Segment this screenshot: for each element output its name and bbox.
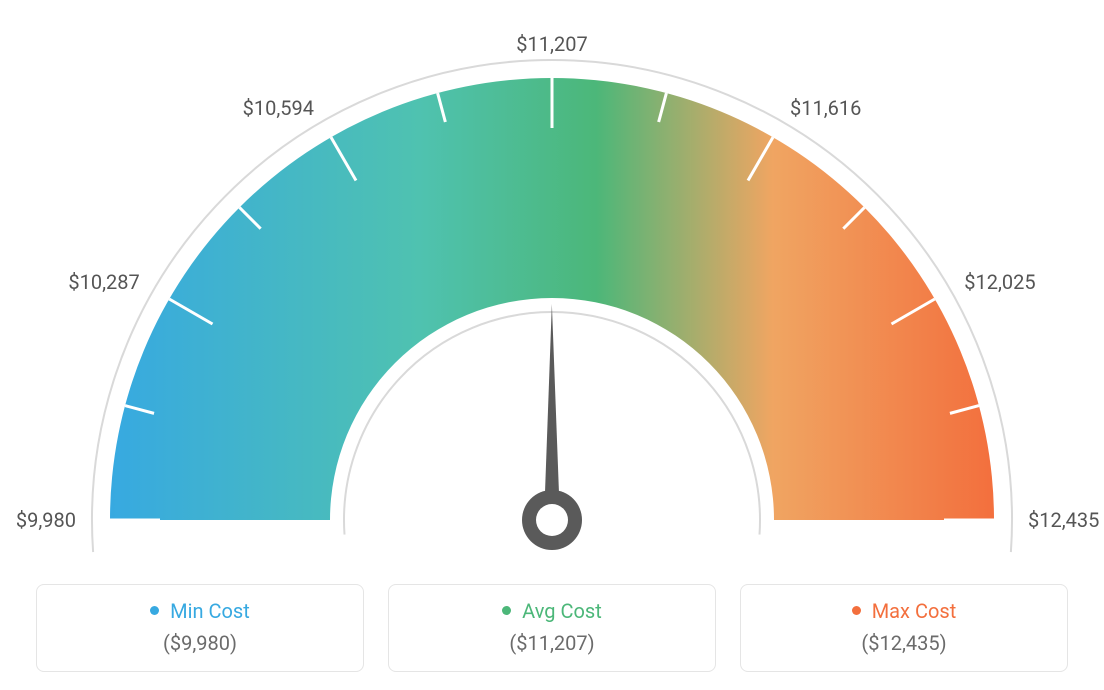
summary-card-avg: Avg Cost ($11,207) xyxy=(388,584,716,672)
dot-min xyxy=(150,606,159,615)
summary-value-max: ($12,435) xyxy=(741,631,1067,655)
summary-value-min: ($9,980) xyxy=(37,631,363,655)
summary-title-min: Min Cost xyxy=(37,599,363,623)
gauge-tick-label: $9,980 xyxy=(16,508,76,532)
dot-avg xyxy=(502,606,511,615)
gauge-tick-label: $10,287 xyxy=(68,270,139,294)
gauge-area: $9,980 $10,287 $10,594 $11,207 $11,616 $12,02… xyxy=(0,0,1104,560)
gauge-tick-label: $11,616 xyxy=(790,96,861,120)
gauge-tick-label: $10,594 xyxy=(243,96,314,120)
summary-title-min-text: Min Cost xyxy=(170,599,250,623)
summary-row: Min Cost ($9,980) Avg Cost ($11,207) Max… xyxy=(36,584,1068,672)
gauge-tick-label: $11,207 xyxy=(516,32,587,56)
summary-title-avg: Avg Cost xyxy=(389,599,715,623)
gauge-svg xyxy=(0,0,1104,560)
summary-card-max: Max Cost ($12,435) xyxy=(740,584,1068,672)
gauge-tick-label: $12,435 xyxy=(1028,508,1099,532)
summary-title-max: Max Cost xyxy=(741,599,1067,623)
summary-title-max-text: Max Cost xyxy=(872,599,957,623)
dot-max xyxy=(852,606,861,615)
summary-card-min: Min Cost ($9,980) xyxy=(36,584,364,672)
summary-value-avg: ($11,207) xyxy=(389,631,715,655)
chart-container: $9,980 $10,287 $10,594 $11,207 $11,616 $12,02… xyxy=(0,0,1104,690)
summary-title-avg-text: Avg Cost xyxy=(522,599,602,623)
gauge-tick-label: $12,025 xyxy=(964,270,1035,294)
